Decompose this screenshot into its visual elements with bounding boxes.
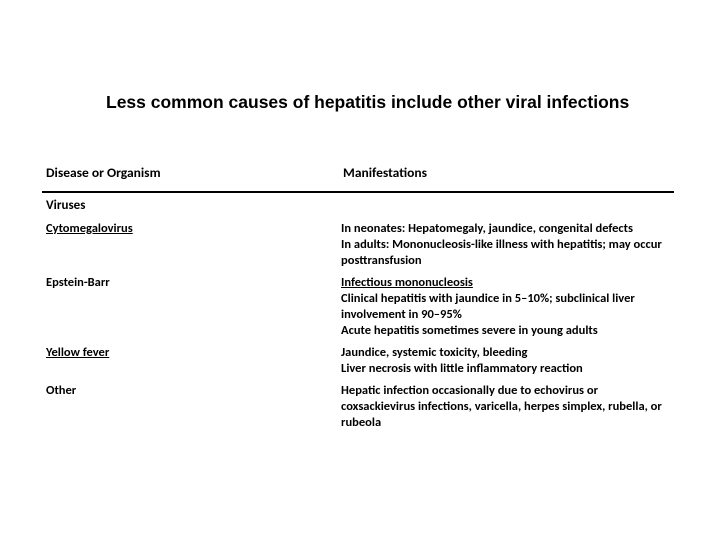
- manifest-cell: Infectious mononucleosisClinical hepatit…: [339, 272, 674, 342]
- header-manifestations: Manifestations: [339, 160, 674, 192]
- disease-link[interactable]: Yellow fever: [46, 345, 109, 360]
- table-row: Epstein-Barr Infectious mononucleosisCli…: [42, 272, 674, 342]
- disease-cell: Cytomegalovirus: [42, 218, 339, 272]
- header-disease: Disease or Organism: [42, 160, 339, 192]
- page-title: Less common causes of hepatitis include …: [106, 92, 670, 113]
- manifest-cell: Hepatic infection occasionally due to ec…: [339, 380, 674, 434]
- hepatitis-table: Disease or Organism Manifestations Virus…: [42, 160, 674, 434]
- disease-cell: Other: [42, 380, 339, 434]
- section-row: Viruses: [42, 192, 674, 218]
- manifest-rest: Clinical hepatitis with jaundice in 5–10…: [341, 291, 635, 338]
- disease-text: Other: [46, 383, 76, 398]
- manifest-cell: Jaundice, systemic toxicity, bleedingLiv…: [339, 342, 674, 380]
- table-row: Cytomegalovirus In neonates: Hepatomegal…: [42, 218, 674, 272]
- section-label: Viruses: [42, 192, 674, 218]
- manifest-link[interactable]: Infectious mononucleosis: [341, 275, 473, 290]
- disease-text: Epstein-Barr: [46, 275, 110, 290]
- disease-link[interactable]: Cytomegalovirus: [46, 221, 133, 236]
- hepatitis-table-container: Disease or Organism Manifestations Virus…: [42, 160, 674, 434]
- table-header-row: Disease or Organism Manifestations: [42, 160, 674, 192]
- table-row: Other Hepatic infection occasionally due…: [42, 380, 674, 434]
- manifest-cell: In neonates: Hepatomegaly, jaundice, con…: [339, 218, 674, 272]
- disease-cell: Yellow fever: [42, 342, 339, 380]
- disease-cell: Epstein-Barr: [42, 272, 339, 342]
- table-row: Yellow fever Jaundice, systemic toxicity…: [42, 342, 674, 380]
